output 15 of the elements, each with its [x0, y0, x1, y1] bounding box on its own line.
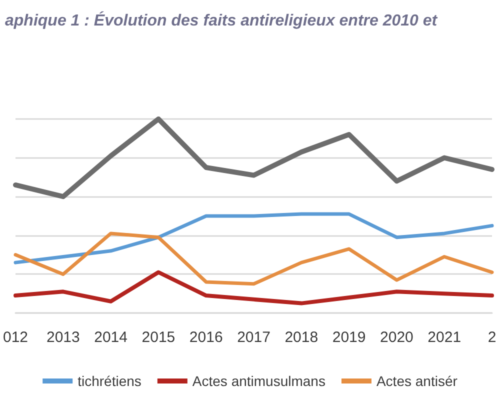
x-tick-label: 012	[3, 329, 28, 346]
x-tick-label: 2021	[428, 329, 462, 346]
x-tick-label: 2020	[380, 329, 414, 346]
chart-title: aphique 1 : Évolution des faits antireligieux entre 2010 et	[5, 10, 438, 30]
legend-label: tichrétiens	[78, 373, 142, 389]
x-tick-label: 2	[488, 329, 496, 346]
legend-label: Actes antimusulmans	[192, 373, 326, 389]
x-tick-label: 2016	[189, 329, 223, 346]
x-tick-label: 2019	[332, 329, 366, 346]
x-tick-label: 2014	[94, 329, 128, 346]
x-tick-label: 2018	[284, 329, 318, 346]
legend-label: Actes antisér	[376, 373, 458, 389]
x-tick-label: 2013	[46, 329, 80, 346]
x-tick-label: 2017	[237, 329, 270, 346]
x-tick-label: 2015	[142, 329, 176, 346]
